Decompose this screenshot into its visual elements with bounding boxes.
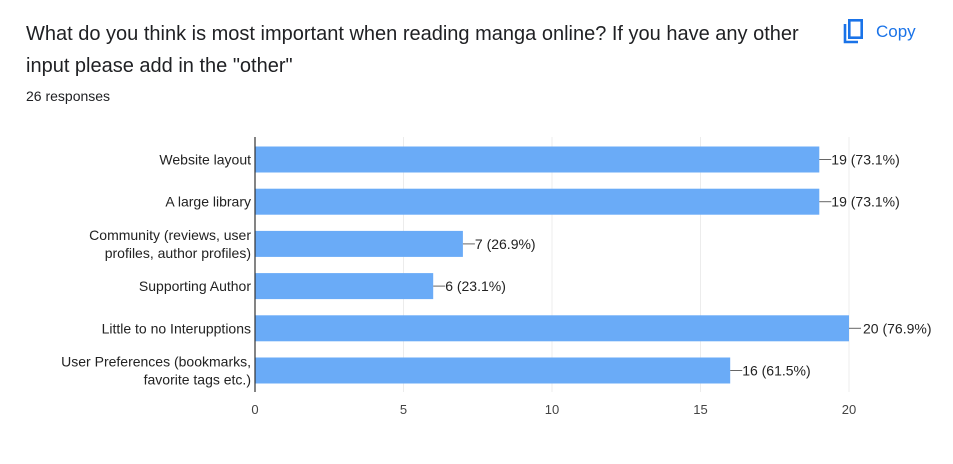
bar bbox=[255, 188, 820, 215]
x-tick-label: 20 bbox=[842, 402, 856, 417]
bar bbox=[255, 357, 731, 384]
copy-icon bbox=[842, 18, 864, 45]
x-tick-label: 15 bbox=[693, 402, 707, 417]
question-title: What do you think is most important when… bbox=[26, 23, 799, 77]
data-label: 20 (76.9%) bbox=[863, 320, 931, 336]
bar bbox=[255, 230, 463, 257]
x-tick-label: 10 bbox=[545, 402, 559, 417]
category-label: Little to no Interupptions bbox=[102, 320, 251, 336]
data-label: 6 (23.1%) bbox=[445, 278, 506, 294]
category-label: favorite tags etc.) bbox=[144, 372, 251, 388]
data-label: 7 (26.9%) bbox=[475, 236, 536, 252]
category-label: A large library bbox=[165, 194, 251, 210]
bar bbox=[255, 315, 849, 342]
data-label: 19 (73.1%) bbox=[831, 194, 899, 210]
x-tick-label: 5 bbox=[400, 402, 407, 417]
x-tick-label: 0 bbox=[251, 402, 258, 417]
response-count: 26 responses bbox=[26, 88, 111, 104]
category-label: profiles, author profiles) bbox=[105, 245, 251, 261]
copy-button[interactable]: Copy bbox=[836, 14, 922, 50]
category-label: User Preferences (bookmarks, bbox=[61, 354, 251, 370]
data-label: 19 (73.1%) bbox=[831, 152, 899, 168]
bar bbox=[255, 146, 820, 173]
category-label: Supporting Author bbox=[139, 278, 251, 294]
category-label: Website layout bbox=[159, 152, 251, 168]
data-label: 16 (61.5%) bbox=[742, 363, 810, 379]
bar bbox=[255, 273, 434, 300]
copy-label: Copy bbox=[876, 22, 916, 41]
category-label: Community (reviews, user bbox=[89, 227, 251, 243]
